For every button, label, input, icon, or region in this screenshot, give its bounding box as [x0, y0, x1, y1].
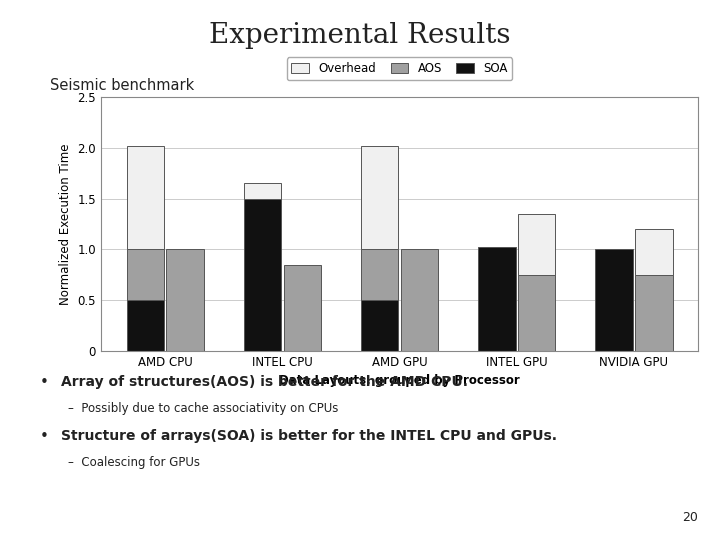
Text: Array of structures(AOS) is better for the AMD CPU.: Array of structures(AOS) is better for t… — [61, 375, 468, 389]
Text: –  Coalescing for GPUs: – Coalescing for GPUs — [68, 456, 200, 469]
Bar — [127, 300, 164, 351]
Bar — [401, 249, 438, 351]
Y-axis label: Normalized Execution Time: Normalized Execution Time — [59, 143, 72, 305]
Legend: Overhead, AOS, SOA: Overhead, AOS, SOA — [287, 57, 513, 80]
Bar — [361, 249, 398, 300]
Bar — [244, 184, 282, 199]
Bar — [595, 249, 633, 351]
Bar — [127, 249, 164, 300]
X-axis label: Data Layouts, grouped by Processor: Data Layouts, grouped by Processor — [279, 374, 520, 387]
Bar — [127, 146, 164, 249]
Bar — [284, 265, 321, 351]
Text: •: • — [40, 429, 48, 444]
Bar — [635, 275, 672, 351]
Text: 20: 20 — [683, 511, 698, 524]
Text: Seismic benchmark: Seismic benchmark — [50, 78, 194, 93]
Bar — [518, 275, 555, 351]
Bar — [166, 249, 204, 351]
Bar — [518, 214, 555, 275]
Bar — [478, 247, 516, 351]
Text: –  Possibly due to cache associativity on CPUs: – Possibly due to cache associativity on… — [68, 402, 339, 415]
Bar — [244, 199, 282, 351]
Bar — [361, 146, 398, 249]
Bar — [361, 300, 398, 351]
Bar — [635, 229, 672, 275]
Text: Structure of arrays(SOA) is better for the INTEL CPU and GPUs.: Structure of arrays(SOA) is better for t… — [61, 429, 557, 443]
Text: Experimental Results: Experimental Results — [210, 22, 510, 49]
Text: •: • — [40, 375, 48, 390]
